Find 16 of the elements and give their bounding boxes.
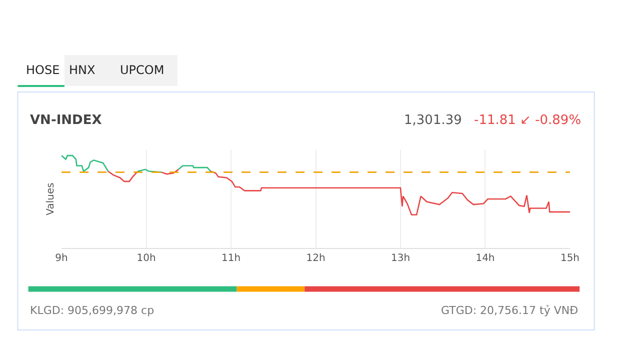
- x-tick-label: 15h: [560, 253, 580, 264]
- x-tick-label: 9h: [55, 253, 68, 264]
- text: UPCOM: [120, 63, 164, 77]
- x-tick-label: 11h: [221, 253, 241, 264]
- text: KLGD: 905,699,978 cp: [30, 304, 154, 317]
- x-tick-label: 14h: [476, 253, 495, 264]
- text: GTGD: 20,756.17 tỷ VNĐ: [441, 304, 578, 317]
- y-axis-title: Values: [46, 182, 57, 216]
- x-tick-label: 10h: [136, 253, 156, 264]
- text: 1,301.39: [404, 113, 462, 128]
- text: HNX: [69, 63, 96, 77]
- text: -11.81 ↙ -0.89%: [474, 113, 582, 128]
- x-tick-label: 13h: [390, 253, 410, 264]
- chart-title: VN-INDEX: [30, 113, 102, 128]
- text: HOSE: [26, 63, 60, 77]
- x-tick-label: 12h: [306, 253, 326, 264]
